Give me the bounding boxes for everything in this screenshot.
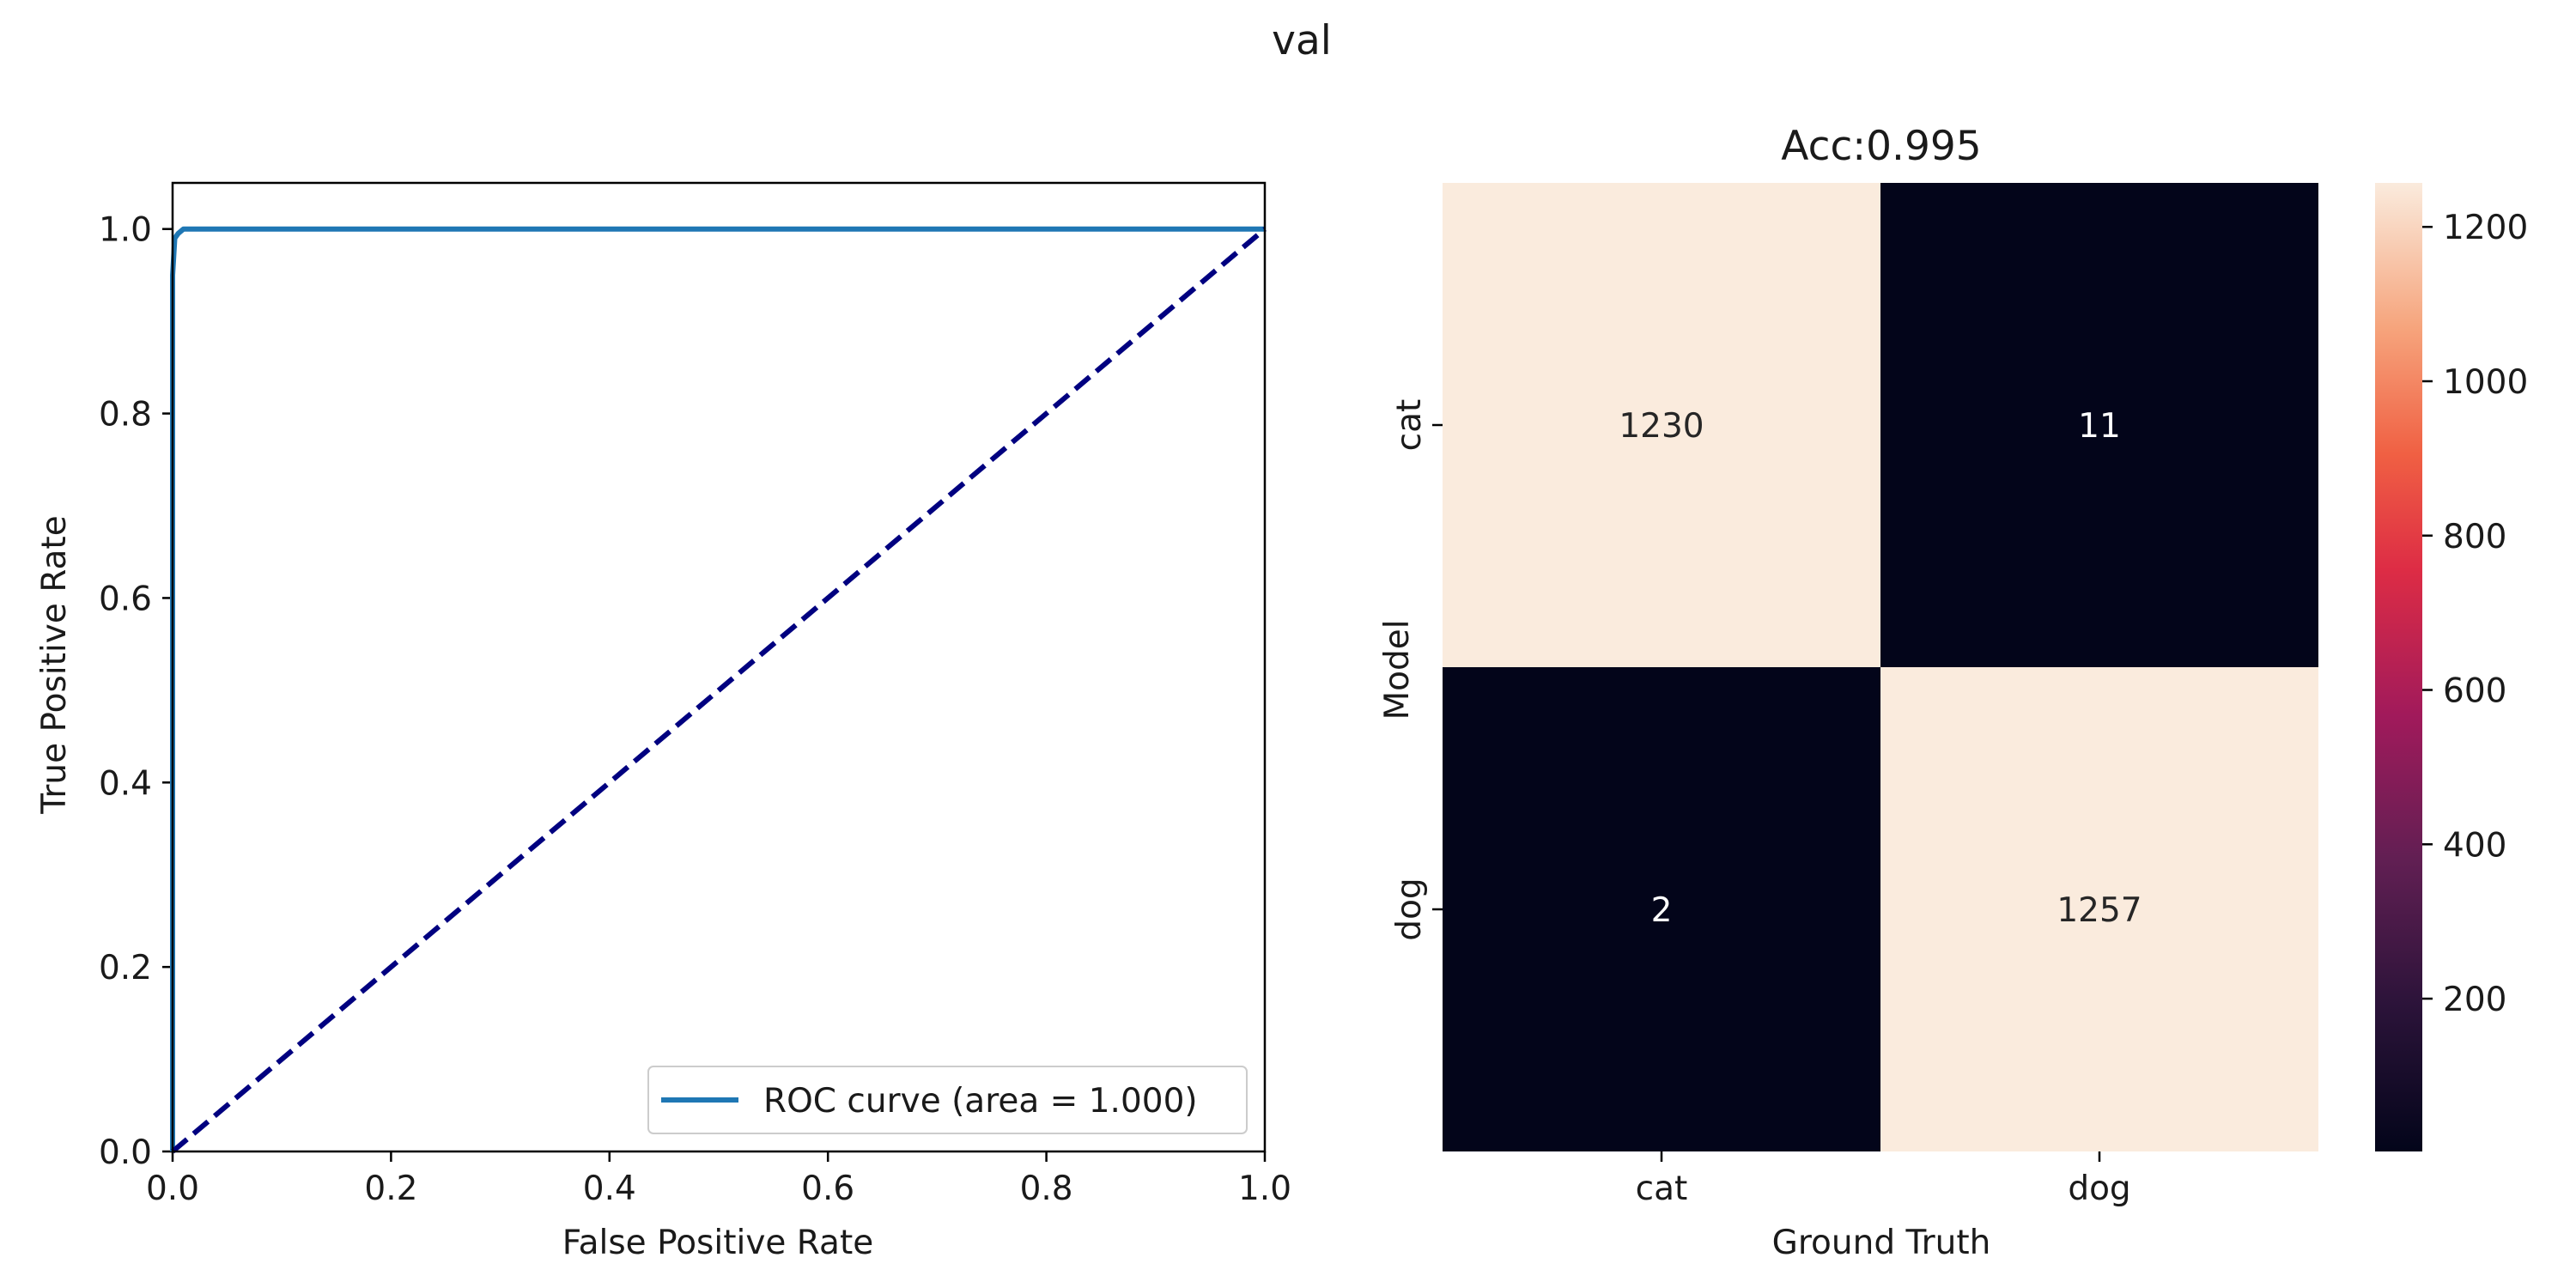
roc-ytick-label: 1.0 (99, 211, 152, 250)
roc-ytick-label: 0.6 (99, 580, 152, 618)
colorbar-tick-label: 1200 (2443, 209, 2528, 247)
confusion-matrix: Acc:0.995 1230 11 2 1257 cat dog cat dog Groun… (1378, 123, 2528, 1262)
roc-legend: ROC curve (area = 1.000) (647, 1066, 1248, 1134)
cm-cell-value: 1257 (2057, 891, 2142, 930)
colorbar-tick-label: 600 (2443, 672, 2506, 711)
cm-cell-value: 11 (2078, 407, 2121, 446)
roc-xtick-label: 0.4 (583, 1170, 636, 1208)
cm-cell (1880, 667, 2318, 1151)
cm-xlabel: Ground Truth (1772, 1224, 1991, 1262)
colorbar-tick-label: 200 (2443, 981, 2506, 1019)
cm-cell (1443, 183, 1880, 667)
roc-ytick-label: 0.0 (99, 1133, 152, 1172)
cm-xtick-label: cat (1636, 1170, 1688, 1208)
cm-ylabel: Model (1378, 619, 1417, 720)
cm-ytick-label: dog (1390, 878, 1429, 940)
roc-xtick-label: 0.8 (1020, 1170, 1073, 1208)
roc-ytick-label: 0.2 (99, 949, 152, 987)
roc-xtick-label: 0.6 (801, 1170, 854, 1208)
roc-ytick-label: 0.8 (99, 396, 152, 434)
colorbar-tick-label: 400 (2443, 826, 2506, 865)
colorbar-tick-label: 1000 (2443, 363, 2528, 402)
figure-title: val (1272, 17, 1332, 64)
roc-xtick-label: 0.2 (364, 1170, 417, 1208)
cm-cell-value: 2 (1651, 891, 1673, 930)
chance-diagonal-line (171, 227, 1267, 1154)
roc-xtick-label: 1.0 (1238, 1170, 1291, 1208)
roc-chart: 0.0 0.2 0.4 0.6 0.8 1.0 0.0 0.2 0.4 0.6 0.8 1.0 Fal… (35, 181, 1291, 1262)
roc-xlabel: False Positive Rate (562, 1224, 873, 1262)
cm-cell-value: 1230 (1619, 407, 1704, 446)
cm-cell (1443, 667, 1880, 1151)
roc-legend-label: ROC curve (area = 1.000) (763, 1082, 1198, 1121)
colorbar (2375, 183, 2422, 1151)
cm-xtick-label: dog (2068, 1170, 2130, 1208)
roc-legend-box (647, 1066, 1248, 1134)
roc-plot-frame (171, 181, 1267, 1153)
roc-ylabel: True Positive Rate (35, 515, 74, 814)
cm-ytick-label: cat (1390, 399, 1429, 452)
roc-ytick-label: 0.4 (99, 764, 152, 803)
colorbar-tick-label: 800 (2443, 518, 2506, 556)
cm-cell (1880, 183, 2318, 667)
roc-xtick-label: 0.0 (146, 1170, 199, 1208)
cm-title: Acc:0.995 (1781, 123, 1981, 170)
